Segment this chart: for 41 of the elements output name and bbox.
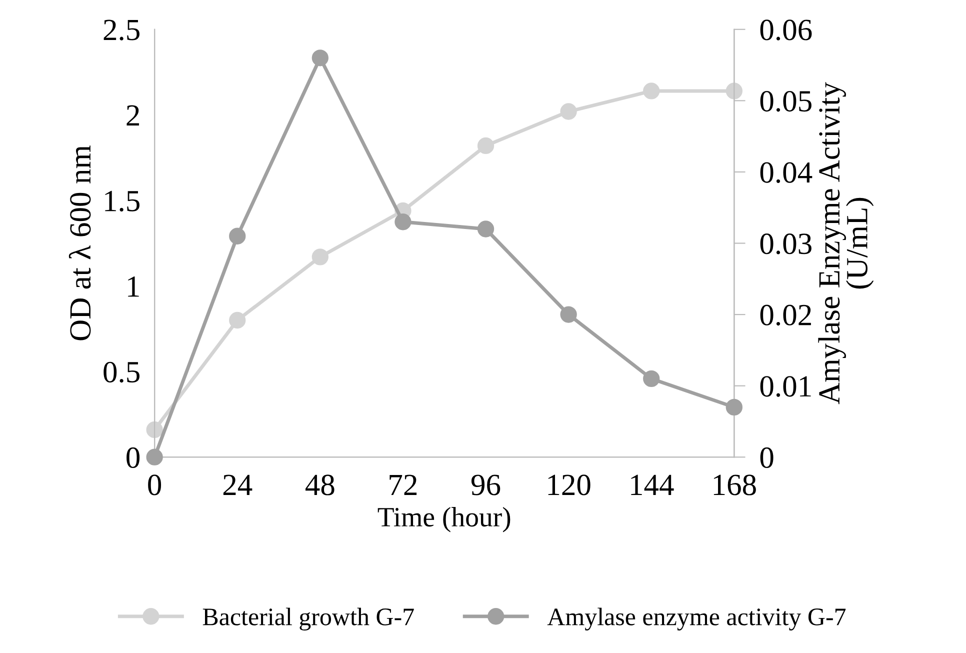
x-tick-label: 72 bbox=[390, 474, 417, 495]
legend-label: Amylase enzyme activity G-7 bbox=[547, 608, 846, 630]
point bbox=[643, 370, 660, 388]
y2-tick-label: 0.05 bbox=[760, 90, 812, 112]
point bbox=[394, 214, 412, 230]
y-tick-label: 1 bbox=[128, 276, 139, 297]
point bbox=[229, 228, 246, 244]
point bbox=[312, 50, 328, 66]
x-tick-label: 0 bbox=[148, 474, 162, 496]
point bbox=[726, 398, 742, 416]
y2-tick-label: 0.06 bbox=[760, 20, 812, 40]
x-tick-label: 96 bbox=[471, 474, 500, 496]
point bbox=[146, 448, 163, 466]
point bbox=[560, 103, 577, 120]
point bbox=[726, 82, 742, 100]
point bbox=[312, 248, 328, 266]
x-axis-title: Time (hour) bbox=[378, 507, 510, 532]
x-tick-label: 144 bbox=[631, 474, 674, 495]
y2-tick-label: 0.03 bbox=[760, 234, 812, 254]
y-tick-label: 0 bbox=[126, 447, 140, 468]
point bbox=[229, 312, 246, 329]
y-tick-label: 2.5 bbox=[104, 20, 140, 40]
point bbox=[146, 421, 163, 438]
x-tick-label: 168 bbox=[714, 474, 756, 496]
y2-tick-label: 0.01 bbox=[760, 376, 811, 397]
y-tick-label: 0.5 bbox=[104, 362, 140, 383]
point bbox=[643, 82, 660, 100]
y2-axis-title: Amylase Enzyme Activity (U/mL) bbox=[818, 82, 874, 404]
point bbox=[477, 220, 494, 238]
point bbox=[477, 137, 494, 154]
y2-tick-label: 0.02 bbox=[760, 304, 811, 326]
x-tick-label: 24 bbox=[223, 474, 252, 495]
legend-label: Bacterial growth G-7 bbox=[202, 608, 414, 630]
point bbox=[560, 306, 577, 323]
y-axis-title: OD at λ 600 nm bbox=[68, 146, 91, 340]
x-tick-label: 120 bbox=[548, 474, 590, 496]
y-tick-label: 1.5 bbox=[105, 190, 140, 212]
y-tick-label: 2 bbox=[126, 105, 139, 126]
y2-tick-label: 0.04 bbox=[760, 162, 812, 183]
x-tick-label: 48 bbox=[305, 474, 334, 496]
y2-tick-label: 0 bbox=[760, 447, 774, 468]
